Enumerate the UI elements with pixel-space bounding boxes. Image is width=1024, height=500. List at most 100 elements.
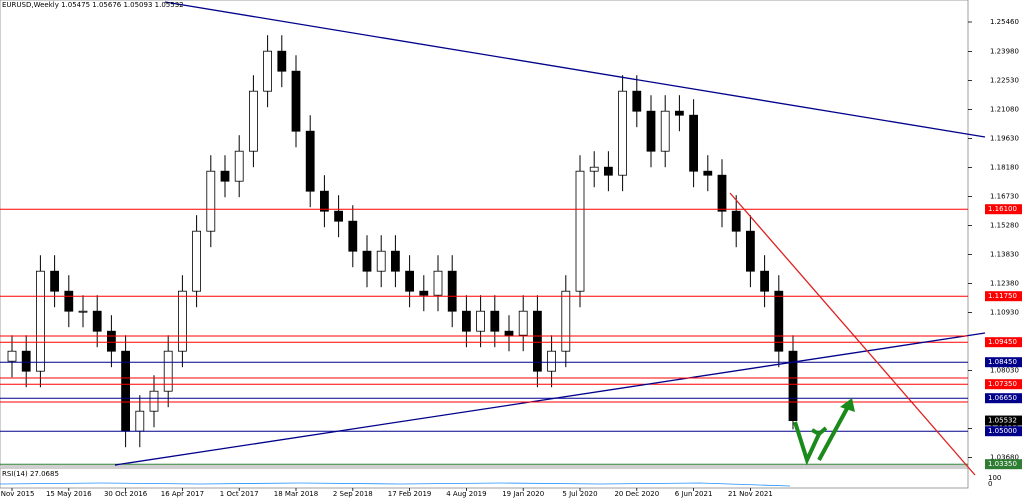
rsi-frame	[0, 467, 969, 489]
candle-body	[703, 170, 713, 176]
level-tag	[985, 379, 1022, 390]
level-tag	[985, 415, 1022, 426]
x-tick-label: 6 Jun 2021	[675, 490, 713, 498]
candle-body	[632, 90, 642, 112]
level-tag	[985, 204, 1022, 215]
candle-body	[447, 270, 457, 312]
quote-close: 1.05532	[155, 1, 184, 9]
candle-body	[476, 310, 486, 332]
level-label: 1.05000	[988, 427, 1017, 435]
x-tick-label: 18 Mar 2018	[274, 490, 318, 498]
y-tick-label: 1.08030	[990, 367, 1019, 375]
candle-body	[660, 110, 670, 152]
x-tick-label: 4 Aug 2019	[446, 490, 486, 498]
y-tick-label: 1.16730	[990, 193, 1019, 201]
candle-body	[21, 350, 31, 372]
candle-body	[192, 230, 202, 292]
x-tick-label: 2 Sep 2018	[333, 490, 373, 498]
candle-body	[206, 170, 216, 232]
candle-body	[533, 310, 542, 372]
candle-body	[518, 310, 528, 336]
y-tick-label: 1.12380	[990, 280, 1019, 288]
rsi-tick: 0	[988, 480, 992, 488]
y-tick-label: 1.22530	[990, 77, 1019, 85]
candle-body	[277, 50, 287, 72]
candle-body	[405, 270, 415, 292]
candle-body	[589, 166, 599, 172]
x-tick-label: 1 Oct 2017	[220, 490, 259, 498]
candle-body	[419, 290, 429, 296]
y-tick-label: 1.18180	[990, 164, 1019, 172]
level-tag	[985, 291, 1022, 302]
candle-body	[319, 190, 329, 212]
candle-body	[36, 270, 45, 372]
candle-body	[618, 90, 627, 176]
symbol-title: EURUSD,Weekly 1.05475 1.05676 1.05093 1.…	[2, 1, 184, 9]
candle-body	[689, 114, 698, 172]
candle-body	[746, 230, 755, 272]
level-label: 1.09450	[988, 338, 1017, 346]
candle-body	[604, 166, 613, 176]
candle-body	[504, 330, 514, 336]
candle-body	[390, 250, 400, 272]
arrow-head	[811, 426, 828, 437]
candle-body	[64, 290, 74, 312]
rsi-line	[0, 482, 791, 487]
level-label: 1.06650	[988, 394, 1017, 402]
level-label: 1.07350	[988, 380, 1017, 388]
x-tick-label: 29 Nov 2015	[0, 490, 34, 498]
quote-open: 1.05475	[61, 1, 90, 9]
level-label: 1.03350	[988, 460, 1017, 468]
level-tag	[985, 337, 1022, 348]
level-label: 1.08450	[988, 358, 1017, 366]
candle-body	[376, 250, 386, 272]
trend-line	[729, 192, 976, 476]
level-label: 1.05532	[988, 417, 1017, 425]
y-tick-label: 1.10930	[990, 309, 1019, 317]
candle-body	[92, 310, 102, 332]
candle-body	[362, 250, 372, 272]
candle-body	[305, 130, 315, 192]
level-label: 1.11750	[988, 292, 1017, 300]
plot: 1.25460 1.23980 1.22530 1.21080 1.19630 1.181…	[0, 18, 1019, 498]
x-tick-label: 15 May 2016	[46, 490, 92, 498]
candle-body	[107, 330, 116, 352]
y-tick-label: 1.13830	[990, 251, 1019, 259]
level-tag	[985, 459, 1022, 470]
y-tick-label: 1.19630	[990, 135, 1019, 143]
candle-body	[248, 90, 258, 152]
candle-body	[575, 170, 585, 292]
candle-body	[561, 290, 571, 352]
candle-body	[731, 210, 741, 232]
candle-body	[177, 290, 187, 352]
candle-body	[121, 350, 130, 432]
x-tick-label: 30 Oct 2016	[104, 490, 148, 498]
arrow	[817, 402, 852, 461]
candle-body	[788, 350, 798, 422]
trend-line	[164, 1, 986, 138]
candle-body	[717, 174, 727, 212]
arrow-head	[840, 398, 855, 412]
candle-body	[760, 270, 769, 292]
candle-body	[547, 350, 556, 372]
y-tick-label: 1.21080	[990, 106, 1019, 114]
quote-high: 1.05676	[92, 1, 121, 9]
candle-body	[348, 220, 358, 252]
x-tick-label: 5 Jul 2020	[562, 490, 597, 498]
candle-body	[163, 350, 173, 392]
rsi-tick: 100	[988, 474, 1001, 482]
x-tick-label: 17 Feb 2019	[388, 490, 432, 498]
rsi-label: RSI(14) 27.0685	[2, 470, 59, 478]
candle-body	[50, 270, 59, 292]
y-tick-label: 1.25460	[990, 18, 1019, 26]
arrow	[793, 421, 821, 466]
candle-body	[234, 150, 244, 182]
candle-body	[334, 210, 344, 222]
trend-line	[114, 332, 986, 466]
candle-body	[675, 110, 684, 116]
candle-body	[490, 310, 500, 332]
y-tick-label: 1.15280	[990, 222, 1019, 230]
candle-body	[646, 110, 656, 152]
